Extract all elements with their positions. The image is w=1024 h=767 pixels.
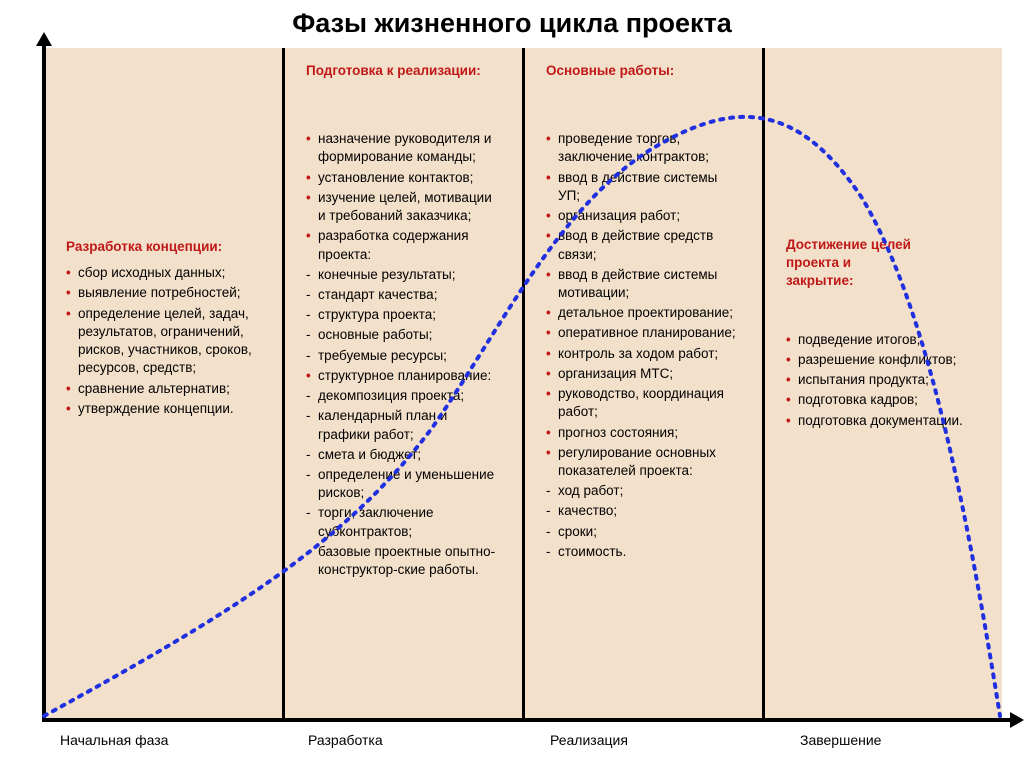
list-item: регулирование основных показателей проек… [546,444,742,480]
page-title: Фазы жизненного цикла проекта [0,8,1024,39]
item-list: подведение итогов; разрешение конфликтов;… [786,331,982,430]
list-item: календарный план и графики работ; [306,407,502,443]
list-item: ввод в действие системы УП; [546,169,742,205]
phase-column: Достижение целей проекта и закрытие: подв… [772,230,992,438]
list-item: проведение торгов, заключение контрактов… [546,130,742,166]
column-heading: Основные работы: [546,62,742,80]
phase-label: Начальная фаза [60,732,168,748]
list-item: базовые проектные опытно-конструктор-ски… [306,543,502,579]
item-list: проведение торгов, заключение контрактов… [546,130,742,561]
list-item: сбор исходных данных; [66,264,262,282]
column-heading: Подготовка к реализации: [306,62,502,80]
phase-divider [762,48,765,718]
list-item: контроль за ходом работ; [546,345,742,363]
list-item: назначение руководителя и формирование к… [306,130,502,166]
list-item: требуемые ресурсы; [306,347,502,365]
column-heading: Достижение целей проекта и закрытие: [786,236,982,291]
phase-label: Завершение [800,732,881,748]
list-item: изучение целей, мотивации и требований з… [306,189,502,225]
list-item: смета и бюджет; [306,446,502,464]
list-item: детальное проектирование; [546,304,742,322]
phase-label: Разработка [308,732,383,748]
list-item: подготовка документации. [786,412,982,430]
list-item: определение и уменьшение рисков; [306,466,502,502]
list-item: качество; [546,502,742,520]
list-item: структура проекта; [306,306,502,324]
list-item: разработка содержания проекта: [306,227,502,263]
list-item: конечные результаты; [306,266,502,284]
list-item: сравнение альтернатив; [66,380,262,398]
list-item: стандарт качества; [306,286,502,304]
list-item: утверждение концепции. [66,400,262,418]
list-item: организация работ; [546,207,742,225]
item-list: назначение руководителя и формирование к… [306,130,502,579]
phase-divider [522,48,525,718]
phase-label: Реализация [550,732,628,748]
phase-column: Основные работы: проведение торгов, заклю… [532,56,752,569]
column-heading: Разработка концепции: [66,238,262,256]
list-item: торги, заключение субконтрактов; [306,504,502,540]
phase-column: Подготовка к реализации: назначение руков… [292,56,512,587]
list-item: ход работ; [546,482,742,500]
list-item: прогноз состояния; [546,424,742,442]
list-item: подведение итогов; [786,331,982,349]
list-item: основные работы; [306,326,502,344]
list-item: определение целей, задач, результатов, о… [66,305,262,378]
y-axis [42,44,46,722]
list-item: выявление потребностей; [66,284,262,302]
list-item: организация МТС; [546,365,742,383]
list-item: подготовка кадров; [786,391,982,409]
list-item: ввод в действие средств связи; [546,227,742,263]
list-item: ввод в действие системы мотивации; [546,266,742,302]
phase-divider [282,48,285,718]
phase-column: Разработка концепции: сбор исходных данны… [52,232,272,426]
list-item: оперативное планирование; [546,324,742,342]
list-item: разрешение конфликтов; [786,351,982,369]
list-item: испытания продукта; [786,371,982,389]
list-item: установление контактов; [306,169,502,187]
list-item: декомпозиция проекта; [306,387,502,405]
x-axis [42,718,1012,722]
list-item: сроки; [546,523,742,541]
item-list: сбор исходных данных; выявление потребнос… [66,264,262,418]
list-item: структурное планирование: [306,367,502,385]
list-item: стоимость. [546,543,742,561]
list-item: руководство, координация работ; [546,385,742,421]
